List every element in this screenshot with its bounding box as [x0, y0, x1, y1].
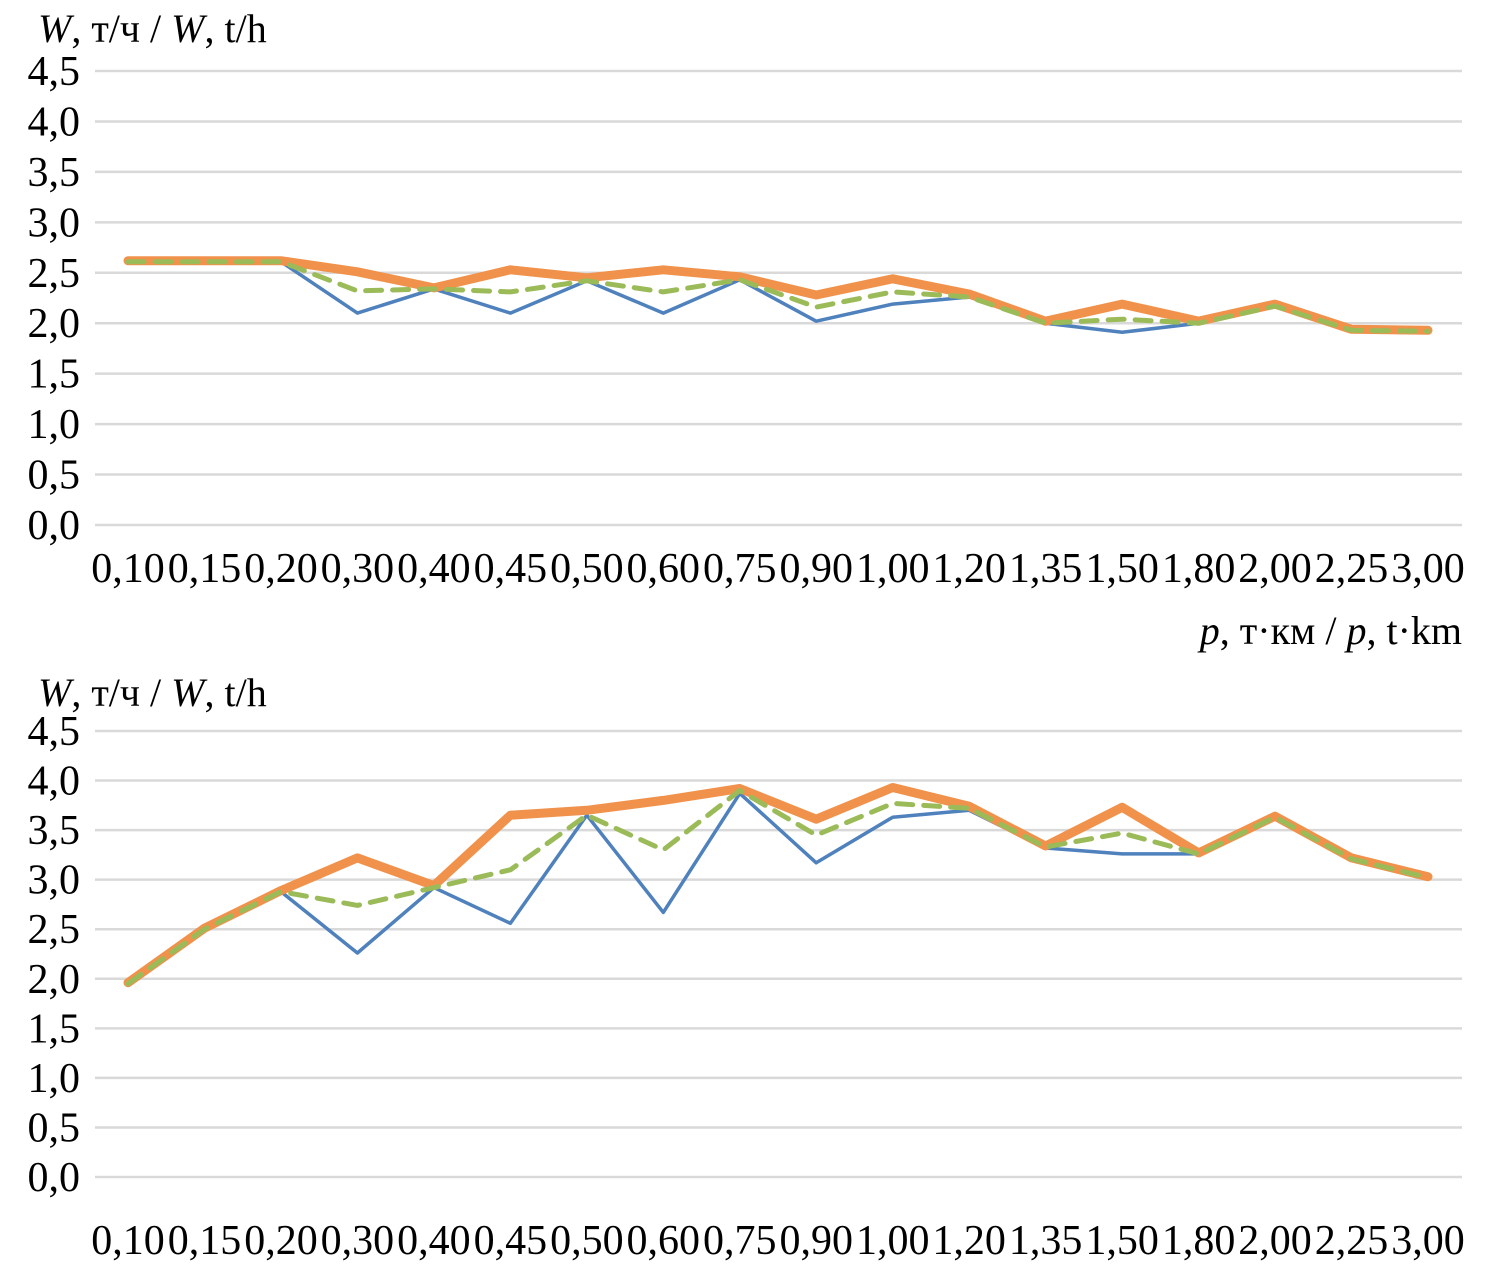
y-axis-title: W, т/ч / W, t/h [38, 6, 267, 51]
y-tick-label: 4,5 [28, 709, 81, 755]
gridlines [95, 69, 1462, 527]
y-tick-label: 2,5 [28, 251, 81, 297]
x-tick-label: 0,60 [627, 1218, 701, 1264]
series-thin-blue-solid [126, 791, 1430, 986]
series-lines [123, 783, 1433, 988]
y-tick-label: 3,5 [28, 808, 81, 854]
x-tick-label: 0,30 [321, 1218, 395, 1264]
y-tick-label: 4,0 [28, 759, 81, 805]
y-tick-label: 0,5 [28, 1105, 81, 1151]
series-lines [123, 256, 1433, 335]
x-tick-label: 0,20 [244, 546, 318, 592]
y-tick-label: 2,5 [28, 907, 81, 953]
x-axis-tick-labels: 0,10 0,15 0,20 0,30 0,40 0,45 0,50 0,60 0,75 0,90… [91, 546, 1464, 592]
series-green-dashed [125, 788, 1431, 987]
y-tick-label: 1,5 [28, 1006, 81, 1052]
y-tick-label: 3,5 [28, 150, 81, 196]
y-tick-label: 2,0 [28, 957, 81, 1003]
chart-top: 4,54,03,53,02,52,01,51,00,50,00,10 0,15 0,… [28, 6, 1465, 653]
y-tick-label: 4,0 [28, 99, 81, 145]
x-tick-label: 1,80 [1162, 546, 1236, 592]
x-tick-label: 1,35 [1009, 1218, 1083, 1264]
x-tick-label: 0,75 [703, 546, 777, 592]
y-tick-label: 1,5 [28, 352, 81, 398]
y-axis-tick-labels: 4,54,0 3,53,0 2,52,0 1,51,0 0,50,0 [28, 49, 81, 549]
x-tick-label: 0,60 [627, 546, 701, 592]
x-tick-label: 1,50 [1085, 1218, 1159, 1264]
y-tick-label: 4,5 [28, 49, 81, 95]
x-axis-title: p, т·км / p, t·km [1197, 608, 1462, 653]
x-tick-label: 0,10 [91, 546, 165, 592]
x-tick-label: 2,00 [1238, 546, 1312, 592]
x-tick-label: 0,10 [91, 1218, 165, 1264]
x-tick-label: 1,35 [1009, 546, 1083, 592]
y-tick-label: 2,0 [28, 301, 81, 347]
x-axis-tick-labels: 0,10 0,15 0,20 0,30 0,40 0,45 0,50 0,60 0,75 0,90… [91, 1218, 1464, 1264]
x-tick-label: 2,25 [1315, 546, 1389, 592]
y-tick-label: 1,0 [28, 1056, 81, 1102]
x-tick-label: 2,00 [1238, 1218, 1312, 1264]
x-tick-label: 0,45 [474, 546, 548, 592]
x-tick-label: 1,20 [932, 1218, 1006, 1264]
x-tick-label: 1,50 [1085, 546, 1159, 592]
x-tick-label: 0,90 [779, 546, 853, 592]
x-tick-label: 0,75 [703, 1218, 777, 1264]
x-tick-label: 2,25 [1315, 1218, 1389, 1264]
x-tick-label: 1,80 [1162, 1218, 1236, 1264]
x-tick-label: 0,40 [397, 546, 471, 592]
gridlines [95, 729, 1462, 1179]
y-tick-label: 1,0 [28, 402, 81, 448]
x-tick-label: 0,20 [244, 1218, 318, 1264]
y-tick-label: 3,0 [28, 858, 81, 904]
x-tick-label: 0,50 [550, 546, 624, 592]
x-tick-label: 0,15 [168, 1218, 242, 1264]
x-tick-label: 3,00 [1391, 1218, 1465, 1264]
y-axis-tick-labels: 4,54,03,53,02,52,01,51,00,50,0 [28, 709, 81, 1201]
y-tick-label: 0,0 [28, 503, 81, 549]
x-tick-label: 1,20 [932, 546, 1006, 592]
x-tick-label: 1,00 [856, 1218, 930, 1264]
series-thick-orange-solid [123, 783, 1433, 988]
x-tick-label: 3,00 [1391, 546, 1465, 592]
x-tick-label: 0,15 [168, 546, 242, 592]
chart-bottom: 4,54,03,53,02,52,01,51,00,50,00,10 0,15 0,… [28, 670, 1465, 1264]
series-green-dashed [125, 259, 1431, 334]
y-tick-label: 3,0 [28, 200, 81, 246]
x-tick-label: 0,30 [321, 546, 395, 592]
x-tick-label: 0,45 [474, 1218, 548, 1264]
x-tick-label: 0,90 [779, 1218, 853, 1264]
y-tick-label: 0,0 [28, 1155, 81, 1201]
x-tick-label: 0,40 [397, 1218, 471, 1264]
x-tick-label: 0,50 [550, 1218, 624, 1264]
series-thick-orange-solid [123, 256, 1433, 335]
y-tick-label: 0,5 [28, 453, 81, 499]
x-tick-label: 1,00 [856, 546, 930, 592]
y-axis-title: W, т/ч / W, t/h [38, 670, 267, 715]
